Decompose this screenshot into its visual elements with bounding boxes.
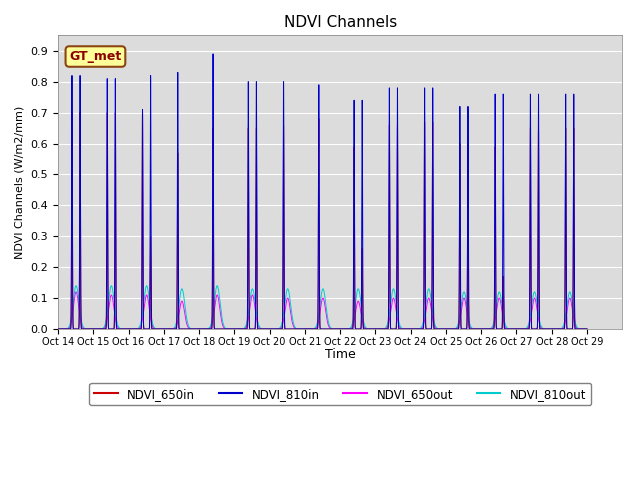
NDVI_810in (554, 326, 562, 332)
NDVI_650out (234, 326, 242, 332)
Title: NDVI Channels: NDVI Channels (284, 15, 397, 30)
Line: NDVI_810in: NDVI_810in (58, 54, 587, 329)
Y-axis label: NDVI Channels (W/m2/mm): NDVI Channels (W/m2/mm) (15, 106, 25, 259)
NDVI_650in (68, 110, 76, 116)
NDVI_650in (234, 326, 242, 332)
NDVI_810out (583, 326, 591, 332)
NDVI_650in (441, 326, 449, 332)
NDVI_650out (554, 326, 562, 332)
NDVI_810in (209, 51, 217, 57)
NDVI_650out (305, 326, 312, 332)
NDVI_810in (456, 140, 463, 146)
NDVI_810in (188, 326, 196, 332)
NDVI_650in (54, 326, 62, 332)
NDVI_650in (554, 326, 562, 332)
Text: GT_met: GT_met (69, 50, 122, 63)
NDVI_810out (305, 326, 312, 332)
NDVI_650out (54, 326, 62, 332)
NDVI_650out (583, 326, 591, 332)
NDVI_810in (305, 326, 312, 332)
NDVI_810out (54, 326, 62, 332)
NDVI_810in (234, 326, 242, 332)
X-axis label: Time: Time (324, 348, 355, 361)
NDVI_650out (456, 318, 463, 324)
NDVI_810in (54, 326, 62, 332)
NDVI_650in (583, 326, 591, 332)
NDVI_650in (305, 326, 312, 332)
Line: NDVI_810out: NDVI_810out (58, 286, 587, 329)
NDVI_650in (456, 171, 463, 177)
NDVI_810in (583, 326, 591, 332)
NDVI_650out (561, 321, 568, 327)
NDVI_810out (441, 326, 449, 332)
NDVI_650out (72, 289, 80, 295)
NDVI_810out (554, 326, 562, 332)
NDVI_810in (441, 326, 449, 332)
Line: NDVI_650in: NDVI_650in (58, 113, 587, 329)
Legend: NDVI_650in, NDVI_810in, NDVI_650out, NDVI_810out: NDVI_650in, NDVI_810in, NDVI_650out, NDV… (90, 383, 591, 405)
NDVI_650in (561, 315, 568, 321)
NDVI_650in (188, 326, 196, 332)
NDVI_810out (456, 314, 463, 320)
NDVI_650out (441, 326, 449, 332)
NDVI_810out (234, 326, 242, 332)
Line: NDVI_650out: NDVI_650out (58, 292, 587, 329)
NDVI_810out (561, 318, 568, 324)
NDVI_810out (72, 283, 80, 288)
NDVI_810in (561, 313, 568, 319)
